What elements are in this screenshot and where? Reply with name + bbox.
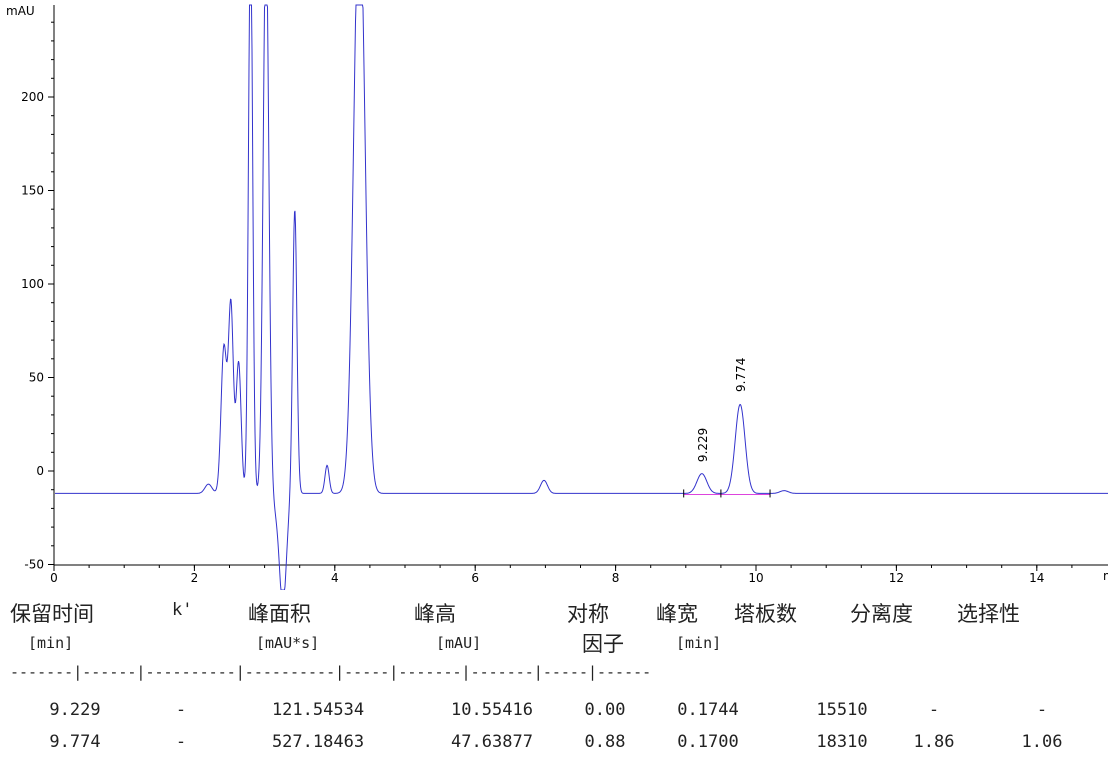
unit-retention-time: [min] [28, 634, 74, 652]
x-axis-unit: min [1103, 569, 1108, 583]
y-tick-label: 0 [36, 464, 44, 478]
cell-height: 47.63877 [451, 732, 533, 752]
header-peak-height: 峰高 [414, 602, 456, 626]
cell-area: 121.54534 [271, 700, 365, 720]
cell-rt: 9.229 [49, 700, 101, 720]
header-symmetry: 对称 [567, 602, 609, 626]
chromatogram-chart: -50050100150200mAU02468101214min 9.2299.… [6, 4, 1108, 590]
unit-peak-area: [mAU*s] [256, 634, 320, 652]
y-tick-label: 50 [29, 371, 44, 385]
cell-height: 10.55416 [451, 700, 533, 720]
cell-symmetry: 0.88 [584, 732, 626, 752]
header-k-prime: k' [172, 600, 193, 620]
header-symmetry-factor: 因子 [582, 632, 624, 656]
peak-label: 9.229 [696, 428, 710, 462]
y-tick-label: 200 [21, 90, 44, 104]
chart-marks: 9.229 9.774 [55, 4, 1108, 590]
signal-trace [55, 4, 1108, 590]
header-resolution: 分离度 [850, 602, 913, 626]
table-separator: -------|------|----------|----------|---… [10, 663, 652, 681]
x-tick-label: 10 [748, 571, 763, 585]
header-selectivity: 选择性 [957, 602, 1020, 626]
peak-results-table: 保留时间 k' 峰面积 峰高 对称 因子 峰宽 塔板数 分离度 选择性 [min… [0, 590, 1108, 758]
x-tick-label: 0 [50, 571, 58, 585]
cell-plates: 15510 [816, 700, 868, 720]
x-tick-label: 8 [612, 571, 620, 585]
x-tick-label: 14 [1029, 571, 1044, 585]
x-tick-label: 2 [191, 571, 199, 585]
cell-k: - [175, 732, 187, 752]
cell-width: 0.1700 [677, 732, 739, 752]
chart-axes: -50 0 50 100 150 200 mAU 0 2 4 6 8 10 12 14 min [6, 4, 1108, 585]
cell-k: - [175, 700, 187, 720]
x-tick-label: 6 [471, 571, 479, 585]
cell-resolution: - [928, 700, 940, 720]
cell-plates: 18310 [816, 732, 868, 752]
cell-width: 0.1744 [677, 700, 739, 720]
y-axis-unit: mAU [6, 4, 35, 18]
y-tick-label: -50 [24, 558, 44, 572]
header-retention-time: 保留时间 [10, 602, 94, 626]
unit-peak-height: [mAU] [436, 634, 482, 652]
cell-selectivity: - [1036, 700, 1048, 720]
peak-label: 9.774 [734, 358, 748, 392]
header-peak-width: 峰宽 [656, 602, 698, 626]
x-tick-label: 12 [889, 571, 904, 585]
header-plates: 塔板数 [734, 602, 797, 626]
x-tick-label: 4 [331, 571, 339, 585]
cell-selectivity: 1.06 [1021, 732, 1063, 752]
y-tick-label: 150 [21, 184, 44, 198]
y-tick-label: 100 [21, 277, 44, 291]
cell-resolution: 1.86 [913, 732, 955, 752]
header-peak-area: 峰面积 [248, 602, 311, 626]
cell-area: 527.18463 [271, 732, 365, 752]
cell-symmetry: 0.00 [584, 700, 626, 720]
unit-peak-width: [min] [676, 634, 722, 652]
cell-rt: 9.774 [49, 732, 101, 752]
